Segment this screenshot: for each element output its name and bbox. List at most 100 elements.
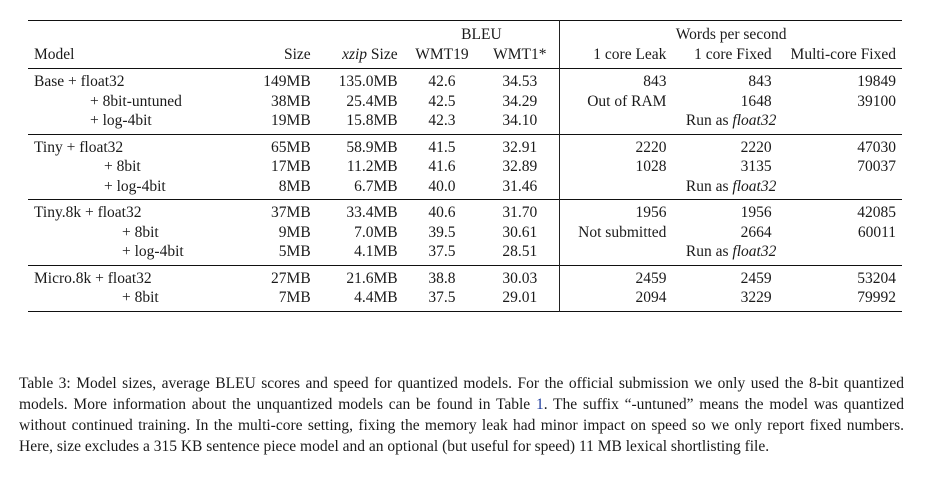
caption-text-2: . The suffix “-untuned” means the model … xyxy=(19,395,904,455)
cell-size: 19MB xyxy=(271,112,311,129)
cell-size: 8MB xyxy=(278,177,311,195)
xzip-rest: Size xyxy=(367,45,398,63)
table-row: + log-4bit 5MB 4.1MB 37.5 28.51 Run as f… xyxy=(28,242,902,265)
cell-wmt1x: 30.03 xyxy=(480,265,561,288)
cell-size: 149MB xyxy=(263,73,311,90)
cell-fixed: 2220 xyxy=(740,138,772,156)
cell-multi: 19849 xyxy=(857,73,896,90)
cell-size: 27MB xyxy=(271,269,311,287)
cell-wmt19: 42.3 xyxy=(428,112,456,129)
table-row: + log-4bit 8MB 6.7MB 40.0 31.46 Run as f… xyxy=(28,176,902,200)
cell-fixed: 843 xyxy=(748,73,772,90)
cell-multi: 39100 xyxy=(857,92,896,110)
results-table-container: BLEU Words per second Model Size xzip Si… xyxy=(28,20,902,312)
cell-wmt1x: 30.61 xyxy=(480,222,561,242)
cell-fixed: 2664 xyxy=(740,223,772,241)
cell-leak: 2220 xyxy=(635,138,667,156)
table-group-base: Base + float32 149MB 135.0MB 42.6 34.53 … xyxy=(28,68,902,134)
table-row: + 8bit 9MB 7.0MB 39.5 30.61 Not submitte… xyxy=(28,222,902,242)
cell-wmt1x: 31.46 xyxy=(480,176,561,200)
cell-xzip: 4.1MB xyxy=(354,243,398,260)
cell-leak: 2459 xyxy=(635,269,667,287)
cell-fixed: 1956 xyxy=(740,204,772,221)
cell-xzip: 58.9MB xyxy=(346,138,398,156)
cell-wmt1x: 32.89 xyxy=(480,157,561,177)
table-row: + log-4bit 19MB 15.8MB 42.3 34.10 Run as… xyxy=(28,111,902,134)
table-row: + 8bit 7MB 4.4MB 37.5 29.01 2094 3229 79… xyxy=(28,288,902,311)
table-row: + 8bit 17MB 11.2MB 41.6 32.89 1028 3135 … xyxy=(28,157,902,177)
cell-wmt19: 37.5 xyxy=(428,289,456,306)
cell-model: Tiny.8k + float32 xyxy=(34,204,142,221)
cell-run-as: Run as float32 xyxy=(560,111,902,134)
cell-model: Micro.8k + float32 xyxy=(34,269,152,287)
cell-wmt19: 40.6 xyxy=(428,204,456,221)
cell-xzip: 33.4MB xyxy=(346,204,398,221)
cell-wmt19: 42.6 xyxy=(428,73,456,90)
cell-leak: 843 xyxy=(643,73,667,90)
cell-fixed: 3135 xyxy=(740,158,772,175)
cell-wmt1x: 28.51 xyxy=(480,242,561,265)
cell-model: + 8bit xyxy=(104,158,141,175)
xzip-italic: xzip xyxy=(342,45,368,63)
col-wmt1x-header: WMT1* xyxy=(480,44,561,69)
cell-size: 7MB xyxy=(278,289,311,306)
cell-model: + log-4bit xyxy=(104,177,166,195)
col-wmt19-header: WMT19 xyxy=(415,45,469,63)
cell-size: 65MB xyxy=(271,138,311,156)
cell-size: 37MB xyxy=(271,204,311,221)
cell-wmt1x: 29.01 xyxy=(480,288,561,311)
cell-wmt1x: 34.10 xyxy=(480,111,561,134)
cell-wmt19: 38.8 xyxy=(428,269,456,287)
run-as-prefix: Run as xyxy=(685,177,733,195)
cell-multi: 53204 xyxy=(857,269,896,287)
cell-multi: 47030 xyxy=(857,138,896,156)
cell-xzip: 7.0MB xyxy=(354,223,398,241)
cell-model: + 8bit-untuned xyxy=(90,92,182,110)
bleu-group-header: BLEU xyxy=(403,20,561,45)
run-as-format: float32 xyxy=(732,112,777,129)
cell-xzip: 15.8MB xyxy=(346,112,398,129)
table-reference-link[interactable]: 1 xyxy=(535,395,544,413)
table-row: Tiny.8k + float32 37MB 33.4MB 40.6 31.70… xyxy=(28,199,902,223)
cell-wmt19: 39.5 xyxy=(428,223,456,241)
cell-multi: 79992 xyxy=(857,289,896,306)
cell-model: + log-4bit xyxy=(122,243,184,260)
run-as-format: float32 xyxy=(732,177,777,195)
cell-fixed: 2459 xyxy=(740,269,772,287)
table-group-tiny8k: Tiny.8k + float32 37MB 33.4MB 40.6 31.70… xyxy=(28,199,902,265)
table-group-tiny: Tiny + float32 65MB 58.9MB 41.5 32.91 22… xyxy=(28,134,902,200)
cell-model: Tiny + float32 xyxy=(34,138,124,156)
table-row: Base + float32 149MB 135.0MB 42.6 34.53 … xyxy=(28,68,902,92)
cell-leak: 2094 xyxy=(635,289,667,306)
cell-multi: 60011 xyxy=(857,223,896,241)
cell-run-as: Run as float32 xyxy=(560,177,902,200)
cell-multi: 42085 xyxy=(857,204,896,221)
cell-wmt1x: 31.70 xyxy=(480,199,561,223)
cell-model: + log-4bit xyxy=(90,112,152,129)
cell-model: + 8bit xyxy=(122,223,159,241)
cell-wmt19: 37.5 xyxy=(428,243,456,260)
run-as-format: float32 xyxy=(732,243,777,260)
cell-multi: 70037 xyxy=(857,158,896,175)
cell-fixed: 3229 xyxy=(740,289,772,306)
col-size-header: Size xyxy=(283,45,311,63)
cell-wmt19: 42.5 xyxy=(428,92,456,110)
run-as-prefix: Run as xyxy=(685,243,733,260)
cell-wmt1x: 34.29 xyxy=(480,91,561,111)
cell-leak: Not submitted xyxy=(578,223,667,241)
cell-size: 17MB xyxy=(271,158,311,175)
cell-size: 9MB xyxy=(278,223,311,241)
cell-fixed: 1648 xyxy=(740,92,772,110)
cell-xzip: 25.4MB xyxy=(346,92,398,110)
cell-wmt19: 41.6 xyxy=(428,158,456,175)
cell-xzip: 6.7MB xyxy=(354,177,398,195)
cell-leak: Out of RAM xyxy=(587,92,667,110)
cell-model: Base + float32 xyxy=(34,73,125,90)
table-row: Micro.8k + float32 27MB 21.6MB 38.8 30.0… xyxy=(28,265,902,288)
cell-xzip: 11.2MB xyxy=(346,158,398,175)
group-header-row: BLEU Words per second xyxy=(28,20,902,45)
cell-wmt1x: 32.91 xyxy=(480,134,561,157)
table-caption: Table 3: Model sizes, average BLEU score… xyxy=(19,373,904,457)
col-xzip-header: xzip Size xyxy=(317,45,404,69)
cell-xzip: 135.0MB xyxy=(338,73,398,90)
